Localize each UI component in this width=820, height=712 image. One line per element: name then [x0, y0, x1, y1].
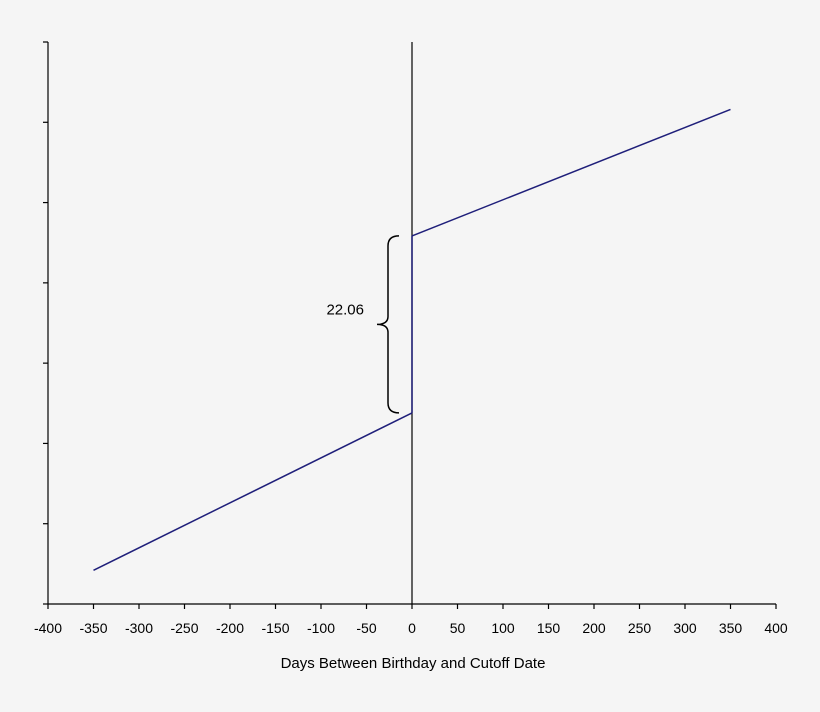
- x-tick-label: -250: [170, 620, 198, 636]
- annotation-label: 22.06: [326, 301, 364, 318]
- series-line-right: [411, 108, 731, 237]
- x-tick-label: 400: [764, 620, 788, 636]
- x-tick-label: -350: [79, 620, 107, 636]
- annotation-brace: [376, 235, 400, 414]
- x-tick-label: 100: [491, 620, 515, 636]
- x-tick-label: 50: [450, 620, 466, 636]
- x-tick-label: -50: [356, 620, 376, 636]
- x-tick-label: 0: [408, 620, 416, 636]
- x-tick-label: 250: [628, 620, 652, 636]
- x-tick-label: -400: [34, 620, 62, 636]
- x-tick-label: -150: [261, 620, 289, 636]
- x-tick-label: -100: [307, 620, 335, 636]
- x-tick-label: 300: [673, 620, 697, 636]
- x-tick-label: 150: [537, 620, 561, 636]
- x-tick-label: 200: [582, 620, 606, 636]
- series-line-left: [93, 412, 413, 571]
- x-axis-title: Days Between Birthday and Cutoff Date: [281, 655, 546, 672]
- x-tick-label: 350: [719, 620, 743, 636]
- x-tick-label: -200: [216, 620, 244, 636]
- x-tick-label: -300: [125, 620, 153, 636]
